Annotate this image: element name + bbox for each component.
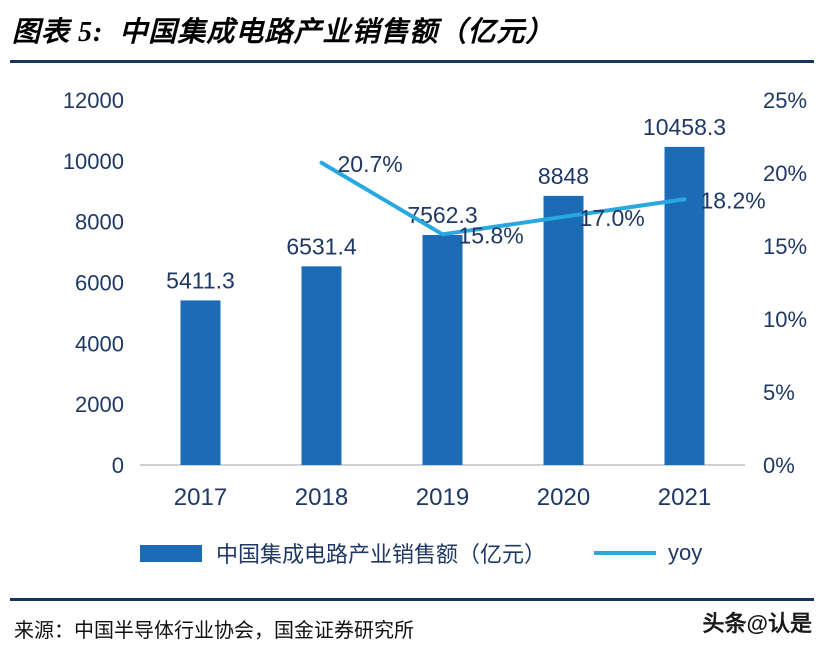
category-label: 2019 bbox=[416, 484, 469, 511]
category-label: 2017 bbox=[174, 484, 227, 511]
left-axis-tick: 6000 bbox=[75, 271, 124, 296]
bar bbox=[301, 266, 342, 465]
yoy-line bbox=[319, 160, 687, 237]
bar-value-label: 10458.3 bbox=[643, 114, 726, 140]
left-axis-tick: 8000 bbox=[75, 210, 124, 235]
legend-bar-label: 中国集成电路产业销售额（亿元） bbox=[216, 542, 547, 567]
top-divider bbox=[10, 60, 814, 63]
bar bbox=[664, 146, 705, 465]
bar-value-label: 7562.3 bbox=[407, 202, 477, 228]
bar bbox=[180, 300, 221, 465]
bar bbox=[422, 234, 463, 465]
bar-value-label: 6531.4 bbox=[286, 233, 357, 259]
left-axis-tick: 12000 bbox=[63, 88, 124, 113]
category-label: 2020 bbox=[537, 484, 590, 511]
combo-chart: 0 2000 4000 6000 8000 10000 12000 0% 5% 10% 15% 20%… bbox=[63, 88, 807, 511]
legend-bar-swatch bbox=[140, 544, 202, 562]
right-axis-tick: 0% bbox=[763, 453, 795, 478]
legend: 中国集成电路产业销售额（亿元） yoy bbox=[140, 538, 702, 568]
source-note: 来源：中国半导体行业协会，国金证券研究所 bbox=[14, 620, 414, 642]
bar bbox=[543, 195, 584, 465]
legend-line-swatch bbox=[594, 551, 657, 555]
right-axis-tick: 5% bbox=[763, 380, 795, 405]
right-axis-tick: 15% bbox=[763, 234, 807, 259]
line-value-label: 20.7% bbox=[338, 151, 403, 177]
category-label: 2018 bbox=[295, 484, 348, 511]
bar-value-label: 5411.3 bbox=[166, 267, 235, 293]
right-axis-tick: 10% bbox=[763, 307, 807, 332]
line-value-label: 17.0% bbox=[580, 205, 645, 231]
legend-line-label: yoy bbox=[668, 540, 703, 565]
line-value-label: 15.8% bbox=[459, 222, 524, 248]
bar-value-label: 8848 bbox=[538, 163, 589, 189]
left-axis-tick: 2000 bbox=[75, 392, 124, 417]
left-axis-tick: 10000 bbox=[63, 149, 124, 174]
right-axis-tick: 20% bbox=[763, 161, 807, 186]
category-label: 2021 bbox=[658, 484, 711, 511]
chart-title: 图表 5: 中国集成电路产业销售额（亿元） bbox=[12, 17, 555, 48]
right-axis-tick: 25% bbox=[763, 88, 807, 113]
left-axis-tick: 0 bbox=[112, 453, 124, 478]
line-value-label: 18.2% bbox=[701, 187, 766, 213]
bottom-divider bbox=[10, 598, 814, 601]
watermark: 头条@认是 bbox=[702, 611, 812, 636]
left-axis-tick: 4000 bbox=[75, 331, 124, 356]
